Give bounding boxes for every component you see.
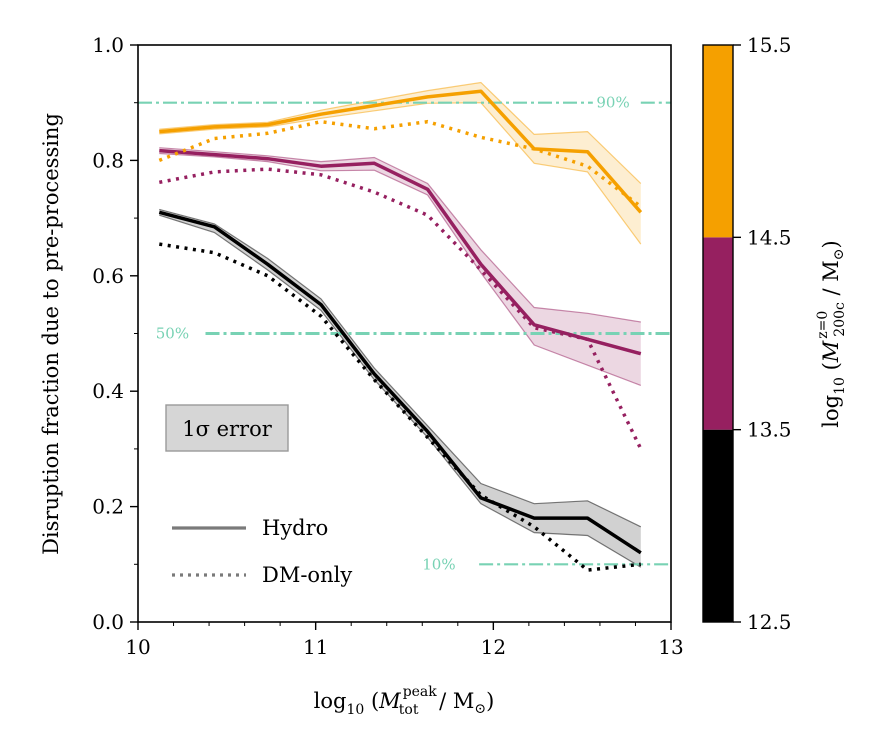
error-band-lower-0 [159,214,642,568]
colorbar-label: log10 (Mz=0200c / M⊙) [815,240,848,427]
reference-label-1: 50% [156,325,189,343]
hydro-line-1 [159,148,642,356]
y-axis-label: Disruption fraction due to pre-processin… [39,113,63,555]
x-tick-label-3: 13 [658,635,683,659]
colorbar-band-1 [703,237,733,430]
series-lines [158,89,643,572]
y-tick-label-3: 0.6 [92,264,124,288]
error-band-lower-1 [159,152,642,386]
x-axis-label-unit: / M [439,689,474,713]
reference-lines: 90% 50% 10% [138,94,671,573]
x-axis-label-sub: tot [399,702,419,718]
y-tick-label-1: 0.2 [92,495,124,519]
colorbar-tick-label-1: 13.5 [747,418,792,442]
colorbar-tick-label-3: 15.5 [747,33,792,57]
legend-dmonly-label: DM-only [262,563,352,587]
hydro-line-0 [158,210,642,555]
colorbar-frame [702,44,734,623]
reference-label-0: 90% [596,94,629,112]
colorbar-tick-label-0: 12.5 [747,610,792,634]
error-band-upper-1 [159,147,641,323]
x-axis-label-sun: ⊙ [474,701,486,717]
colorbar-band-0 [703,429,733,622]
legend-error: 1σ error [165,404,289,452]
colorbar: 12.5 13.5 14.5 15.5 [702,33,792,634]
legend-hydro-label: Hydro [262,516,328,540]
colorbar-tick-label-2: 14.5 [747,225,792,249]
y-tick-label-5: 1.0 [92,33,124,57]
error-band-1 [159,147,641,386]
x-axis-label-sup: peak [403,684,438,700]
legend-error-swatch [165,404,289,452]
legend-lines: Hydro DM-only [172,516,352,587]
legend-error-label: 1σ error [182,417,273,441]
x-tick-label-2: 12 [481,635,506,659]
y-tick-label-4: 0.8 [92,148,124,172]
error-band-0 [159,209,641,568]
hydro-line-2 [159,89,643,214]
axis-ticks: 10 11 12 13 0.0 0.2 0.4 0.6 0.8 1.0 [92,33,684,659]
x-axis-label-prefix: log [314,689,347,713]
x-tick-label-1: 11 [303,635,328,659]
x-tick-label-0: 10 [125,635,150,659]
x-axis-label-var: M [378,689,401,713]
error-band-upper-2 [159,81,642,184]
y-tick-label-2: 0.4 [92,379,124,403]
dmonly-line-2 [158,119,642,208]
error-band-upper-0 [159,208,642,528]
reference-label-2: 10% [422,555,455,573]
y-tick-label-0: 0.0 [92,610,124,634]
x-axis-label-sub10: 10 [346,702,364,718]
colorbar-band-2 [703,45,733,238]
x-axis-label: log10 (M peak tot / M⊙) [314,684,495,718]
error-band-lower-2 [159,102,642,245]
